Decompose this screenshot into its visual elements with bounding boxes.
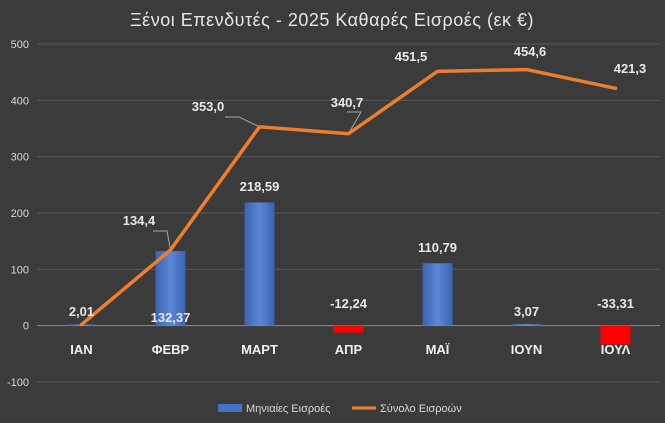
x-tick-label: ΙΑΝ [70, 342, 92, 357]
bar [155, 251, 186, 326]
leader-line [153, 230, 171, 251]
bar-data-label: -12,24 [330, 296, 368, 311]
line-data-label: 451,5 [395, 49, 428, 64]
legend-swatch-bar [218, 404, 242, 412]
x-tick-label: ΦΕΒΡ [152, 342, 190, 357]
line-data-label: 353,0 [192, 99, 225, 114]
line-data-label: 421,3 [614, 61, 647, 76]
bar [244, 202, 275, 326]
x-tick-label: ΑΠΡ [335, 342, 363, 357]
y-tick-label: 0 [23, 321, 29, 333]
x-tick-label: ΙΟΥΝ [511, 342, 542, 357]
legend: Μηνιαίες Εισροές Σύνολο Εισροών [218, 403, 462, 415]
data-labels: 2,01 132,37 218,59 -12,24 110,79 3,07 -33,31 13… [69, 44, 646, 325]
y-tick-label: 400 [11, 95, 29, 107]
legend-label-line: Σύνολο Εισροών [380, 403, 462, 415]
bar-data-label: 3,07 [514, 304, 539, 319]
y-tick-label: 200 [11, 208, 29, 220]
x-axis-ticks: ΙΑΝ ΦΕΒΡ ΜΑΡΤ ΑΠΡ ΜΑΪ ΙΟΥΝ ΙΟΥΛ [70, 342, 630, 357]
bar-data-label: 218,59 [240, 179, 280, 194]
bar [333, 325, 364, 333]
bar-data-label: 2,01 [69, 304, 94, 319]
bar-series [66, 202, 631, 345]
line-data-label: 134,4 [123, 213, 156, 228]
bar-data-label: 110,79 [418, 240, 457, 255]
line-series [79, 67, 618, 327]
y-tick-label: 100 [11, 264, 29, 276]
line-data-label: 454,6 [514, 44, 547, 59]
y-tick-label: -100 [7, 377, 29, 389]
legend-label-bar: Μηνιαίες Εισροές [246, 403, 330, 415]
leader-line [347, 111, 362, 134]
bar [600, 325, 631, 345]
bar [511, 323, 542, 326]
line-path [79, 67, 618, 327]
y-tick-label: 500 [11, 39, 29, 51]
x-tick-label: ΙΟΥΛ [601, 342, 631, 357]
x-tick-label: ΜΑΪ [426, 342, 450, 357]
x-tick-label: ΜΑΡΤ [241, 342, 278, 357]
y-tick-label: 300 [11, 152, 29, 164]
line-data-label: 340,7 [331, 95, 364, 110]
grid-lines [37, 43, 660, 383]
y-axis-ticks: -100 0 100 200 300 400 500 [7, 39, 29, 389]
leader-lines [153, 111, 362, 251]
bar-data-label: 132,37 [151, 310, 191, 325]
bar-data-label: -33,31 [597, 296, 634, 311]
bar [422, 263, 453, 326]
leader-line [225, 116, 260, 128]
chart-title: Ξένοι Επενδυτές - 2025 Καθαρές Εισροές (… [130, 10, 534, 30]
